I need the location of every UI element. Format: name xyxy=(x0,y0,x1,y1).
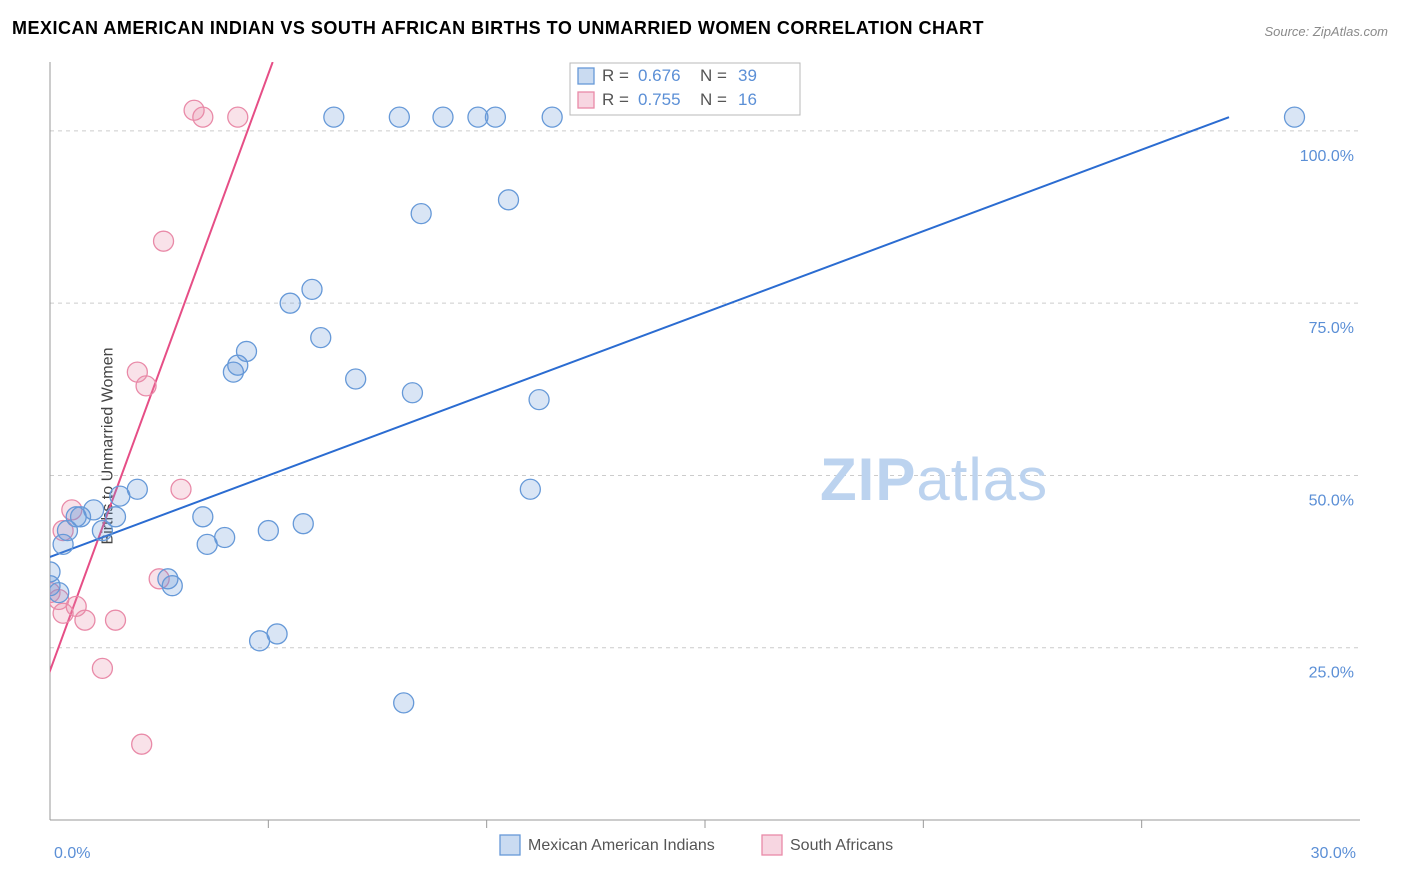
data-point xyxy=(485,107,505,127)
data-point xyxy=(1285,107,1305,127)
data-point xyxy=(106,610,126,630)
legend-swatch xyxy=(578,92,594,108)
data-point xyxy=(311,328,331,348)
data-point xyxy=(346,369,366,389)
data-point xyxy=(127,479,147,499)
data-point xyxy=(302,279,322,299)
trend-line xyxy=(28,62,273,730)
trend-line xyxy=(28,117,1229,565)
data-point xyxy=(499,190,519,210)
data-point xyxy=(402,383,422,403)
data-point xyxy=(40,562,60,582)
data-point xyxy=(132,734,152,754)
data-point xyxy=(215,527,235,547)
x-tick-label: 30.0% xyxy=(1311,845,1356,862)
legend-n-label: N = xyxy=(700,66,727,85)
data-point xyxy=(529,390,549,410)
data-point xyxy=(433,107,453,127)
chart-container: MEXICAN AMERICAN INDIAN VS SOUTH AFRICAN… xyxy=(0,0,1406,892)
data-point xyxy=(258,521,278,541)
data-point xyxy=(394,693,414,713)
data-point xyxy=(542,107,562,127)
data-point xyxy=(193,107,213,127)
data-point xyxy=(280,293,300,313)
data-point xyxy=(228,107,248,127)
legend-r-label: R = xyxy=(602,66,629,85)
x-tick-label: 0.0% xyxy=(54,845,90,862)
legend-n-value: 16 xyxy=(738,90,757,109)
legend-swatch xyxy=(762,835,782,855)
legend-n-label: N = xyxy=(700,90,727,109)
data-point xyxy=(293,514,313,534)
data-point xyxy=(84,500,104,520)
y-tick-label: 50.0% xyxy=(1309,492,1354,509)
y-tick-label: 25.0% xyxy=(1309,665,1354,682)
data-point xyxy=(237,341,257,361)
data-point xyxy=(193,507,213,527)
legend-r-value: 0.755 xyxy=(638,90,681,109)
data-point xyxy=(49,583,69,603)
legend-series-label: South Africans xyxy=(790,837,893,854)
data-point xyxy=(154,231,174,251)
data-point xyxy=(324,107,344,127)
data-point xyxy=(136,376,156,396)
watermark: ZIPatlas xyxy=(820,446,1048,513)
data-point xyxy=(92,658,112,678)
legend-r-label: R = xyxy=(602,90,629,109)
data-point xyxy=(411,204,431,224)
legend-n-value: 39 xyxy=(738,66,757,85)
data-point xyxy=(162,576,182,596)
data-point xyxy=(106,507,126,527)
y-tick-label: 100.0% xyxy=(1300,148,1354,165)
legend-series-label: Mexican American Indians xyxy=(528,837,715,854)
legend-swatch xyxy=(578,68,594,84)
data-point xyxy=(171,479,191,499)
chart-svg: 25.0% 50.0% 75.0% 100.0% 0.0% 30.0% ZIPatlas R … xyxy=(0,0,1406,892)
data-point xyxy=(520,479,540,499)
data-point xyxy=(389,107,409,127)
legend-r-value: 0.676 xyxy=(638,66,681,85)
legend-swatch xyxy=(500,835,520,855)
data-point xyxy=(267,624,287,644)
y-tick-label: 75.0% xyxy=(1309,320,1354,337)
data-point xyxy=(75,610,95,630)
